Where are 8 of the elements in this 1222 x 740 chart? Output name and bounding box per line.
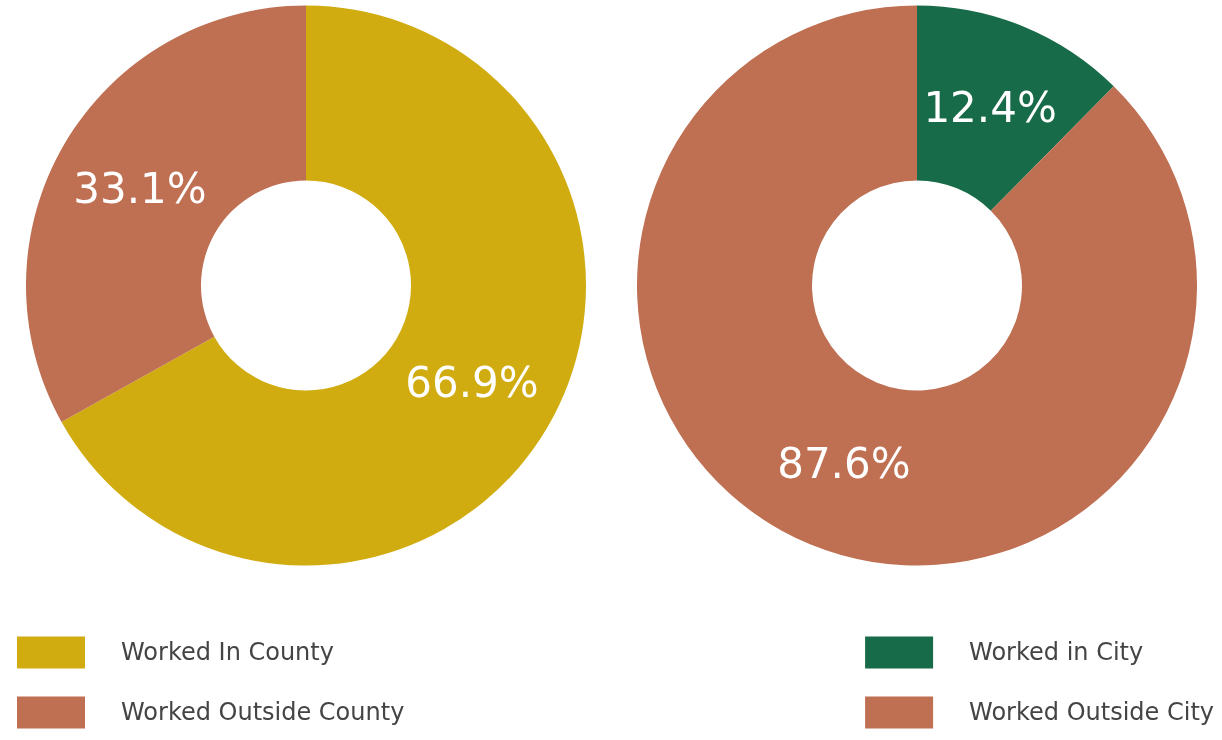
legend-label: Worked in City xyxy=(969,638,1144,666)
legend-label: Worked Outside City xyxy=(969,698,1214,726)
data-label: 33.1% xyxy=(73,163,207,213)
data-label: 66.9% xyxy=(405,358,539,408)
legend-label: Worked Outside County xyxy=(121,698,405,726)
data-label: 87.6% xyxy=(777,439,911,489)
legend-label: Worked In County xyxy=(121,638,334,666)
data-label: 12.4% xyxy=(923,82,1057,132)
